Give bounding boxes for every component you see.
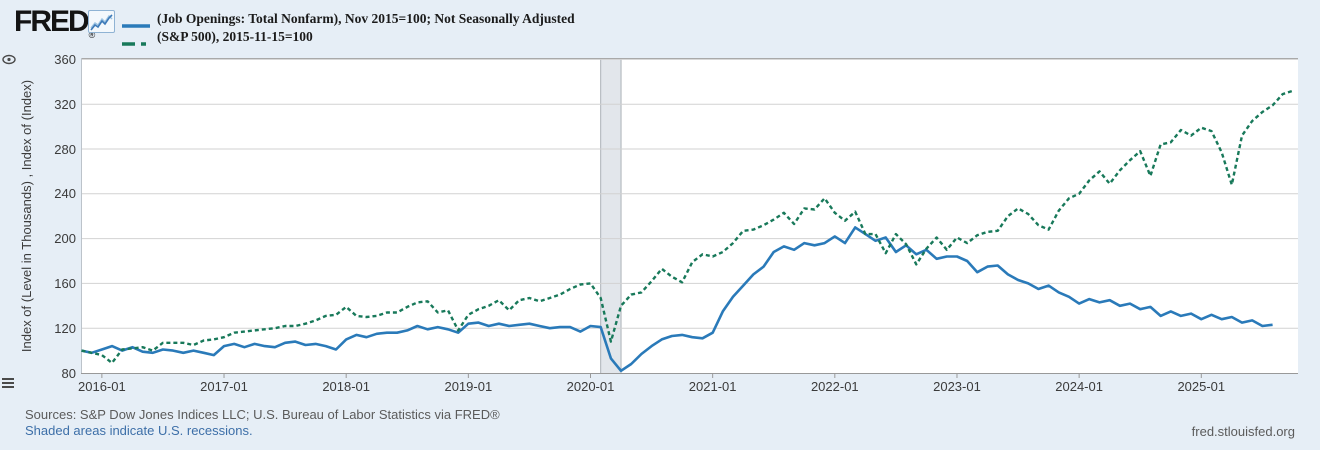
x-tick-label: 2021-01 — [688, 379, 737, 394]
y-tick-label: 320 — [54, 96, 76, 112]
legend-row-job-openings: (Job Openings: Total Nonfarm), Nov 2015=… — [122, 10, 575, 28]
eye-icon[interactable] — [2, 52, 16, 70]
x-tick-label: 2020-01 — [566, 379, 615, 394]
fred-logo[interactable]: FRED® — [14, 5, 96, 40]
y-tick-label: 120 — [54, 320, 76, 336]
x-tick-label: 2017-01 — [200, 379, 248, 394]
menu-icon[interactable] — [2, 378, 14, 388]
y-tick-label: 240 — [54, 186, 76, 202]
y-tick-label: 160 — [54, 275, 76, 291]
recession-note-link[interactable]: Shaded areas indicate U.S. recessions. — [25, 423, 253, 438]
recession-shading-band — [600, 58, 622, 373]
fred-logo-text: FRED — [14, 5, 90, 38]
legend-label-job-openings[interactable]: (Job Openings: Total Nonfarm), Nov 2015=… — [157, 10, 575, 26]
x-tick-label: 2022-01 — [810, 379, 859, 394]
series-line-1 — [81, 89, 1294, 365]
fred-sparkline-icon — [88, 10, 115, 33]
chart-footer: Sources: S&P Dow Jones Indices LLC; U.S.… — [25, 407, 500, 439]
x-tick-label: 2024-01 — [1055, 379, 1103, 394]
x-tick-label: 2016-01 — [78, 379, 126, 394]
y-tick-label: 200 — [54, 231, 76, 247]
legend-marker-solid-line — [122, 16, 150, 28]
x-tick-label: 2018-01 — [322, 379, 371, 394]
legend-label-sp500[interactable]: (S&P 500), 2015-11-15=100 — [157, 28, 313, 44]
series-line-0 — [81, 226, 1273, 373]
y-tick-label: 360 — [54, 51, 76, 67]
plot-background — [81, 58, 1298, 373]
legend-row-sp500: (S&P 500), 2015-11-15=100 — [122, 28, 575, 46]
legend-marker-dashed-line — [122, 34, 150, 46]
x-tick-label: 2023-01 — [933, 379, 981, 394]
sources-text: Sources: S&P Dow Jones Indices LLC; U.S.… — [25, 407, 500, 422]
y-tick-label: 280 — [54, 141, 76, 157]
registered-mark: ® — [88, 30, 96, 40]
chart-legend: (Job Openings: Total Nonfarm), Nov 2015=… — [122, 10, 575, 46]
y-tick-label: 80 — [61, 365, 76, 381]
fred-url-link[interactable]: fred.stlouisfed.org — [1191, 424, 1295, 439]
x-tick-label: 2019-01 — [444, 379, 493, 394]
x-tick-label: 2025-01 — [1177, 379, 1226, 394]
